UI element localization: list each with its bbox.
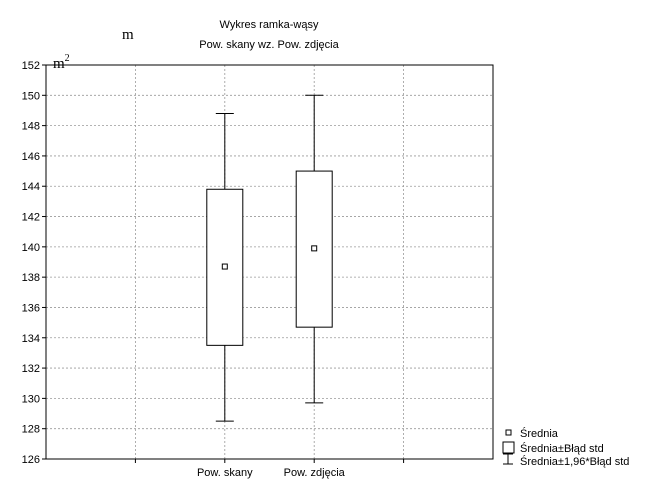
mean-marker	[311, 245, 318, 252]
y-tick-label: 126	[22, 454, 40, 466]
box-group	[295, 94, 333, 404]
chart-title: Wykres ramka-wąsy	[220, 19, 319, 31]
y-tick-label: 148	[22, 121, 40, 133]
legend-se-symbol	[502, 441, 515, 454]
mean-marker	[221, 263, 228, 270]
y-unit-exponent: 2	[65, 53, 70, 64]
y-tick-label: 138	[22, 272, 40, 284]
x-category-label: Pow. skany	[197, 467, 253, 479]
legend-mean-label: Średnia	[520, 427, 559, 440]
boxes	[206, 94, 333, 422]
box-group	[206, 112, 244, 422]
plot-frame	[45, 64, 494, 460]
y-tick-label: 150	[22, 90, 40, 102]
y-tick-label: 142	[22, 212, 40, 224]
y-unit-label: m2	[53, 53, 70, 72]
y-tick-label: 144	[22, 181, 40, 193]
y-tick-label: 130	[22, 393, 40, 405]
y-tick-label: 146	[22, 151, 40, 163]
y-unit-label-top: m	[122, 27, 134, 43]
y-tick-label: 140	[22, 242, 40, 254]
legend-ci-label: Średnia±1,96*Błąd std	[520, 455, 629, 468]
legend-mean-symbol	[505, 429, 512, 436]
axes: 126 128 130 132 134 136 138 140 142 144 146 148 150 1…	[22, 60, 405, 479]
chart-subtitle: Pow. skany wz. Pow. zdjęcia	[199, 39, 339, 51]
y-tick-label: 152	[22, 60, 40, 72]
y-tick-label: 134	[22, 333, 40, 345]
y-tick-label: 132	[22, 363, 40, 375]
legend: Średnia Średnia±Błąd std Średnia±1,96*Bł…	[502, 427, 629, 468]
x-category-label: Pow. zdjęcia	[284, 467, 346, 479]
y-tick-label: 136	[22, 302, 40, 314]
gridlines	[46, 65, 493, 459]
y-tick-label: 128	[22, 424, 40, 436]
legend-se-label: Średnia±Błąd std	[520, 442, 604, 455]
y-unit-base: m	[53, 56, 65, 72]
